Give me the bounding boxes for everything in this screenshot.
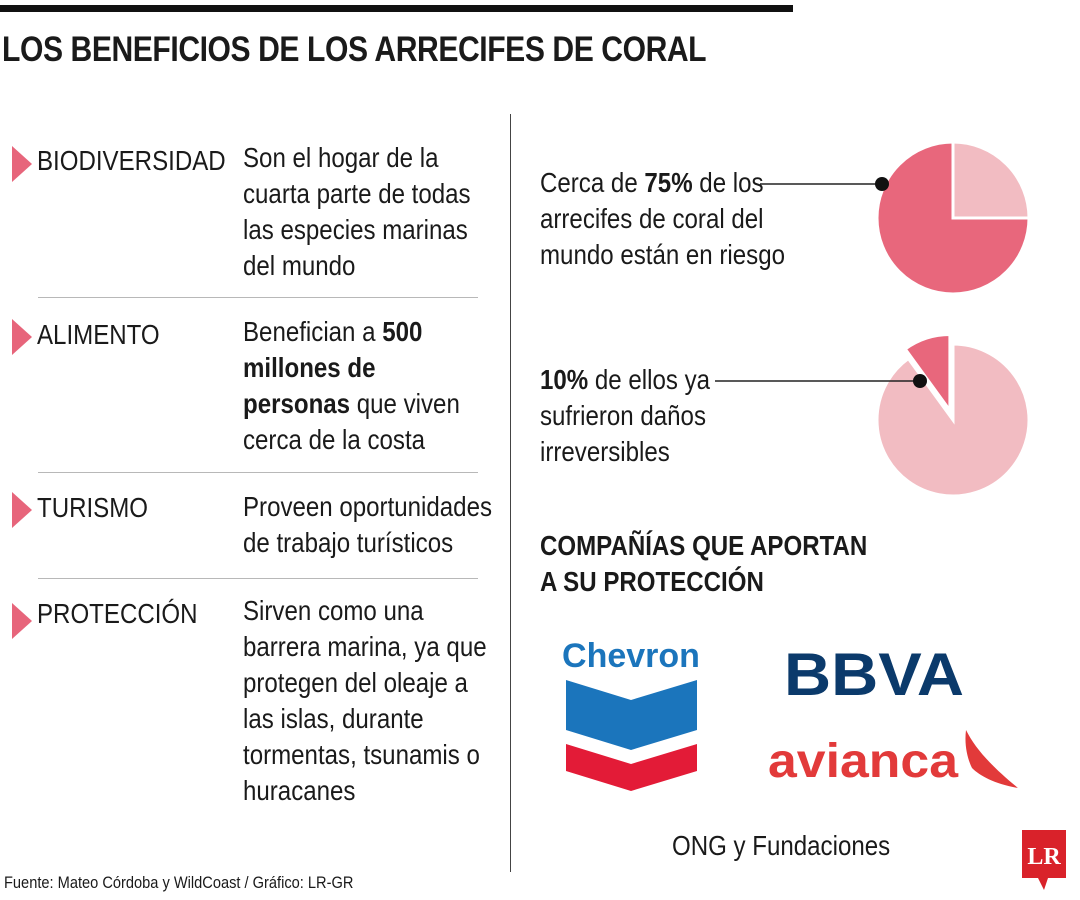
top-rule <box>0 5 793 12</box>
triangle-marker-icon <box>12 492 32 528</box>
benefit-description: Sirven como una barrera marina, ya que p… <box>243 593 487 809</box>
stat-line: sufrieron daños <box>540 400 706 431</box>
benefit-label: BIODIVERSIDAD <box>37 145 226 176</box>
triangle-marker-icon <box>12 603 32 639</box>
divider <box>38 578 478 579</box>
benefit-description: Son el hogar de la cuarta parte de todas… <box>243 140 471 284</box>
benefit-line: protegen del oleaje a <box>243 667 468 698</box>
benefit-line: las especies marinas <box>243 214 468 245</box>
benefit-line: de trabajo turísticos <box>243 527 454 558</box>
chevron-red-shape <box>566 744 697 791</box>
bbva-logo: BBVA <box>784 641 964 708</box>
stat-value: 10% <box>540 364 589 395</box>
benefit-line: cuarta parte de todas <box>243 178 471 209</box>
chevron-logo: Chevron <box>562 637 700 791</box>
lr-logo-badge <box>1022 830 1066 890</box>
benefit-line: huracanes <box>243 775 356 806</box>
benefit-line: barrera marina, ya que <box>243 631 487 662</box>
benefit-line: Sirven como una <box>243 595 424 626</box>
stat-text: de ellos ya <box>588 364 711 395</box>
avianca-wordmark: avianca <box>768 735 958 788</box>
stat-line: irreversibles <box>540 436 670 467</box>
divider <box>38 472 478 473</box>
stat-text: de los <box>692 167 764 198</box>
benefit-label: ALIMENTO <box>37 319 160 350</box>
stat-risk: Cerca de 75% de los arrecifes de coral d… <box>540 165 785 273</box>
benefit-text: Benefician a <box>243 316 383 347</box>
benefit-description: Benefician a 500 millones de personas qu… <box>243 314 475 458</box>
benefit-description: Proveen oportunidades de trabajo turísti… <box>243 489 492 561</box>
pie-slice-resto <box>951 140 1031 220</box>
avianca-logo: avianca <box>768 730 1018 788</box>
stat-line: arrecifes de coral del <box>540 203 764 234</box>
companies-title: COMPAÑÍAS QUE APORTAN A SU PROTECCIÓN <box>540 528 867 600</box>
benefit-line: del mundo <box>243 250 356 281</box>
stat-line: Cerca de 75% de los <box>540 165 785 201</box>
callout-dot <box>913 374 927 388</box>
benefit-label: TURISMO <box>37 492 149 523</box>
stat-line: 10% de ellos ya <box>540 362 710 398</box>
benefit-text: que viven cerca de la costa <box>243 388 460 455</box>
pie-slice-en-riesgo <box>875 140 1031 296</box>
stat-line: mundo están en riesgo <box>540 239 785 270</box>
benefit-line: Son el hogar de la <box>243 142 439 173</box>
stat-value: 75% <box>644 167 693 198</box>
column-divider <box>510 114 511 872</box>
bbva-wordmark: BBVA <box>784 641 964 708</box>
triangle-marker-icon <box>12 146 32 182</box>
companies-title-line: COMPAÑÍAS QUE APORTAN <box>540 530 868 561</box>
benefit-line: Proveen oportunidades <box>243 491 493 522</box>
chevron-blue-shape <box>566 680 697 750</box>
companies-title-line: A SU PROTECCIÓN <box>540 566 764 597</box>
divider <box>38 297 478 298</box>
triangle-marker-icon <box>12 319 32 355</box>
lr-logo-text: LR <box>1027 844 1061 870</box>
stat-text: Cerca de <box>540 167 645 198</box>
page-title: LOS BENEFICIOS DE LOS ARRECIFES DE CORAL <box>2 30 707 69</box>
benefit-line: tormentas, tsunamis o <box>243 739 480 770</box>
source-note: Fuente: Mateo Córdoba y WildCoast / Gráf… <box>4 873 354 892</box>
stat-damage: 10% de ellos ya sufrieron daños irrevers… <box>540 362 710 470</box>
ong-label: ONG y Fundaciones <box>672 830 891 861</box>
pie-slice-daños-irreversibles <box>903 332 952 416</box>
chevron-wordmark: Chevron <box>562 637 700 675</box>
benefit-label: PROTECCIÓN <box>37 598 198 629</box>
benefit-line: las islas, durante <box>243 703 424 734</box>
callout-dot <box>875 177 889 191</box>
avianca-bird-icon <box>965 730 1018 788</box>
benefit-highlight: 500 millones de personas <box>243 316 423 419</box>
